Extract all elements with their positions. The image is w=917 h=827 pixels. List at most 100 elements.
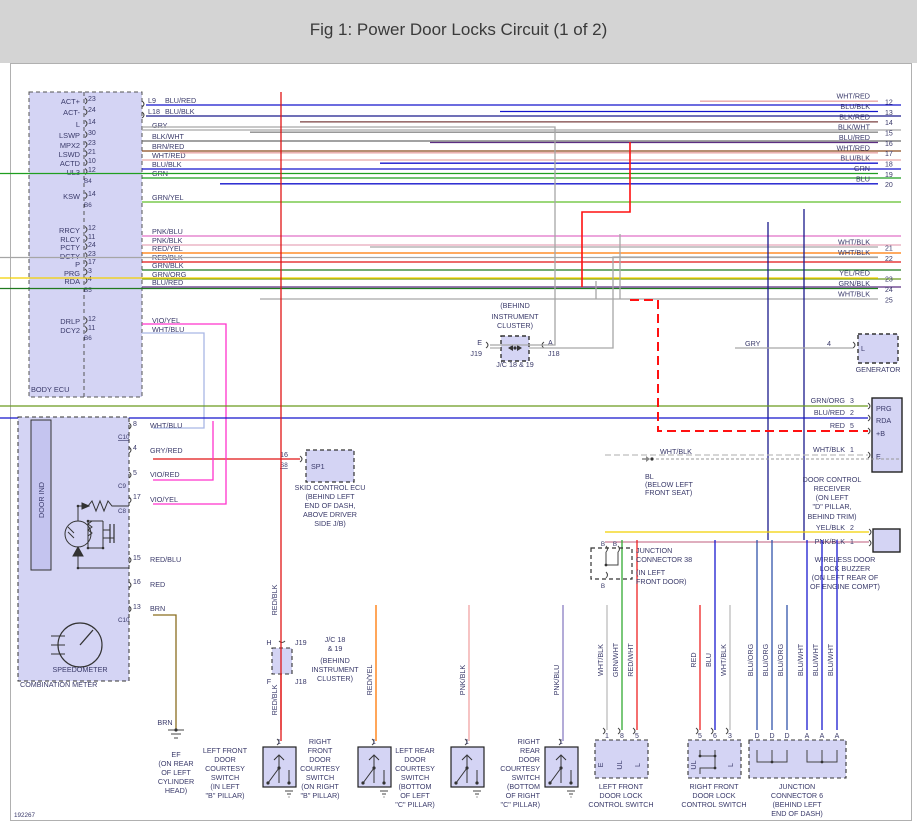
svg-text:12: 12 <box>88 316 96 323</box>
svg-text:J18: J18 <box>295 677 307 686</box>
svg-text:(IN LEFT: (IN LEFT <box>636 568 666 577</box>
svg-text:OF RIGHT: OF RIGHT <box>506 791 541 800</box>
svg-text:BLU/WHT: BLU/WHT <box>826 643 835 676</box>
svg-text:BODY ECU: BODY ECU <box>31 385 69 394</box>
svg-text:H: H <box>266 638 271 647</box>
svg-text:DOOR: DOOR <box>518 755 540 764</box>
svg-text:RED: RED <box>830 421 845 430</box>
svg-text:LEFT REAR: LEFT REAR <box>395 746 434 755</box>
svg-text:CONNECTOR 6: CONNECTOR 6 <box>771 791 823 800</box>
svg-text:BLU/RED: BLU/RED <box>839 133 870 142</box>
svg-text:23: 23 <box>88 96 96 103</box>
svg-text:B6: B6 <box>84 335 92 342</box>
svg-text:BLU/ORG: BLU/ORG <box>746 643 755 676</box>
svg-text:GRN/BLK: GRN/BLK <box>838 279 870 288</box>
svg-text:B: B <box>601 541 605 548</box>
svg-text:24: 24 <box>885 287 893 294</box>
svg-text:L: L <box>76 120 80 129</box>
svg-text:3: 3 <box>88 268 92 275</box>
svg-text:5: 5 <box>133 470 137 477</box>
svg-text:GRY/RED: GRY/RED <box>150 446 183 455</box>
svg-text:"D" PILLAR,: "D" PILLAR, <box>812 502 851 511</box>
svg-text:BLU/WHT: BLU/WHT <box>796 643 805 676</box>
svg-text:VIO/YEL: VIO/YEL <box>152 316 180 325</box>
svg-text:4: 4 <box>88 276 92 283</box>
svg-text:J19: J19 <box>470 349 482 358</box>
svg-text:(BEHIND LEFT: (BEHIND LEFT <box>305 492 355 501</box>
svg-text:UL: UL <box>615 760 624 769</box>
svg-text:3: 3 <box>728 733 732 740</box>
svg-text:C10: C10 <box>118 434 130 441</box>
svg-text:6: 6 <box>713 733 717 740</box>
svg-text:LOCK BUZZER: LOCK BUZZER <box>820 564 870 573</box>
svg-text:21: 21 <box>88 149 96 156</box>
svg-text:OF ENGINE COMPT): OF ENGINE COMPT) <box>810 582 880 591</box>
svg-text:BRN: BRN <box>157 718 172 727</box>
svg-text:BLU/BLK: BLU/BLK <box>840 102 870 111</box>
svg-text:SWITCH: SWITCH <box>512 773 540 782</box>
svg-text:GRY: GRY <box>745 339 761 348</box>
svg-text:5: 5 <box>850 423 854 430</box>
svg-text:WIRELESS DOOR: WIRELESS DOOR <box>815 555 876 564</box>
svg-text:B6: B6 <box>84 202 92 209</box>
svg-text:DOOR CONTROL: DOOR CONTROL <box>803 475 862 484</box>
svg-text:RED/YEL: RED/YEL <box>152 244 183 253</box>
svg-text:RIGHT: RIGHT <box>518 737 541 746</box>
svg-text:RED/BLK: RED/BLK <box>270 684 279 715</box>
svg-text:BLU/BLK: BLU/BLK <box>152 160 182 169</box>
svg-text:SWITCH: SWITCH <box>401 773 429 782</box>
svg-text:& 19: & 19 <box>328 644 343 653</box>
svg-text:BLU/RED: BLU/RED <box>152 278 183 287</box>
svg-text:UL: UL <box>689 760 698 769</box>
svg-text:RRCY: RRCY <box>59 226 80 235</box>
svg-text:(BEHIND: (BEHIND <box>320 656 350 665</box>
svg-text:J18: J18 <box>548 349 560 358</box>
svg-text:BLK/WHT: BLK/WHT <box>152 132 185 141</box>
svg-text:16: 16 <box>133 579 141 586</box>
svg-text:END OF DASH): END OF DASH) <box>771 809 823 818</box>
svg-text:(BOTTOM: (BOTTOM <box>398 782 431 791</box>
svg-text:CYLINDER: CYLINDER <box>158 777 194 786</box>
svg-text:BLU/RED: BLU/RED <box>165 96 196 105</box>
svg-text:C8: C8 <box>118 508 127 515</box>
svg-text:LEFT FRONT: LEFT FRONT <box>203 746 248 755</box>
svg-text:19: 19 <box>885 172 893 179</box>
svg-text:SIDE J/B): SIDE J/B) <box>314 519 346 528</box>
svg-text:14: 14 <box>88 191 96 198</box>
svg-text:GRN/BLK: GRN/BLK <box>152 261 184 270</box>
svg-text:B: B <box>613 541 617 548</box>
svg-text:CONTROL SWITCH: CONTROL SWITCH <box>588 800 653 809</box>
svg-text:MPX2: MPX2 <box>60 141 80 150</box>
svg-text:BLU/RED: BLU/RED <box>814 408 845 417</box>
svg-text:RED: RED <box>150 580 165 589</box>
svg-text:12: 12 <box>88 225 96 232</box>
svg-text:DOOR LOCK: DOOR LOCK <box>692 791 735 800</box>
svg-text:JUNCTION: JUNCTION <box>779 782 815 791</box>
svg-text:CLUSTER): CLUSTER) <box>497 321 533 330</box>
svg-text:1: 1 <box>850 447 854 454</box>
svg-text:(ON LEFT: (ON LEFT <box>816 493 849 502</box>
svg-text:INSTRUMENT: INSTRUMENT <box>491 312 539 321</box>
svg-text:L9: L9 <box>148 96 156 105</box>
svg-text:2: 2 <box>850 410 854 417</box>
svg-text:PNK/BLK: PNK/BLK <box>458 665 467 696</box>
svg-text:LEFT FRONT: LEFT FRONT <box>599 782 644 791</box>
svg-text:(IN LEFT: (IN LEFT <box>210 782 240 791</box>
svg-text:11: 11 <box>88 234 95 241</box>
svg-text:L18: L18 <box>148 107 160 116</box>
svg-text:FRONT: FRONT <box>308 746 333 755</box>
svg-text:UL3: UL3 <box>66 168 80 177</box>
svg-text:ACT+: ACT+ <box>61 97 80 106</box>
svg-text:EF: EF <box>171 750 181 759</box>
svg-text:"C" PILLAR): "C" PILLAR) <box>501 800 540 809</box>
svg-text:E: E <box>596 762 605 767</box>
svg-text:GENERATOR: GENERATOR <box>856 365 901 374</box>
svg-text:24: 24 <box>88 242 96 249</box>
svg-text:FRONT SEAT): FRONT SEAT) <box>645 488 692 497</box>
svg-text:BEHIND TRIM): BEHIND TRIM) <box>808 512 857 521</box>
svg-text:SKID CONTROL ECU: SKID CONTROL ECU <box>295 483 366 492</box>
svg-text:8: 8 <box>620 733 624 740</box>
svg-text:GRN: GRN <box>854 164 870 173</box>
svg-text:ACT-: ACT- <box>63 108 80 117</box>
svg-text:WHT/BLK: WHT/BLK <box>838 238 870 247</box>
